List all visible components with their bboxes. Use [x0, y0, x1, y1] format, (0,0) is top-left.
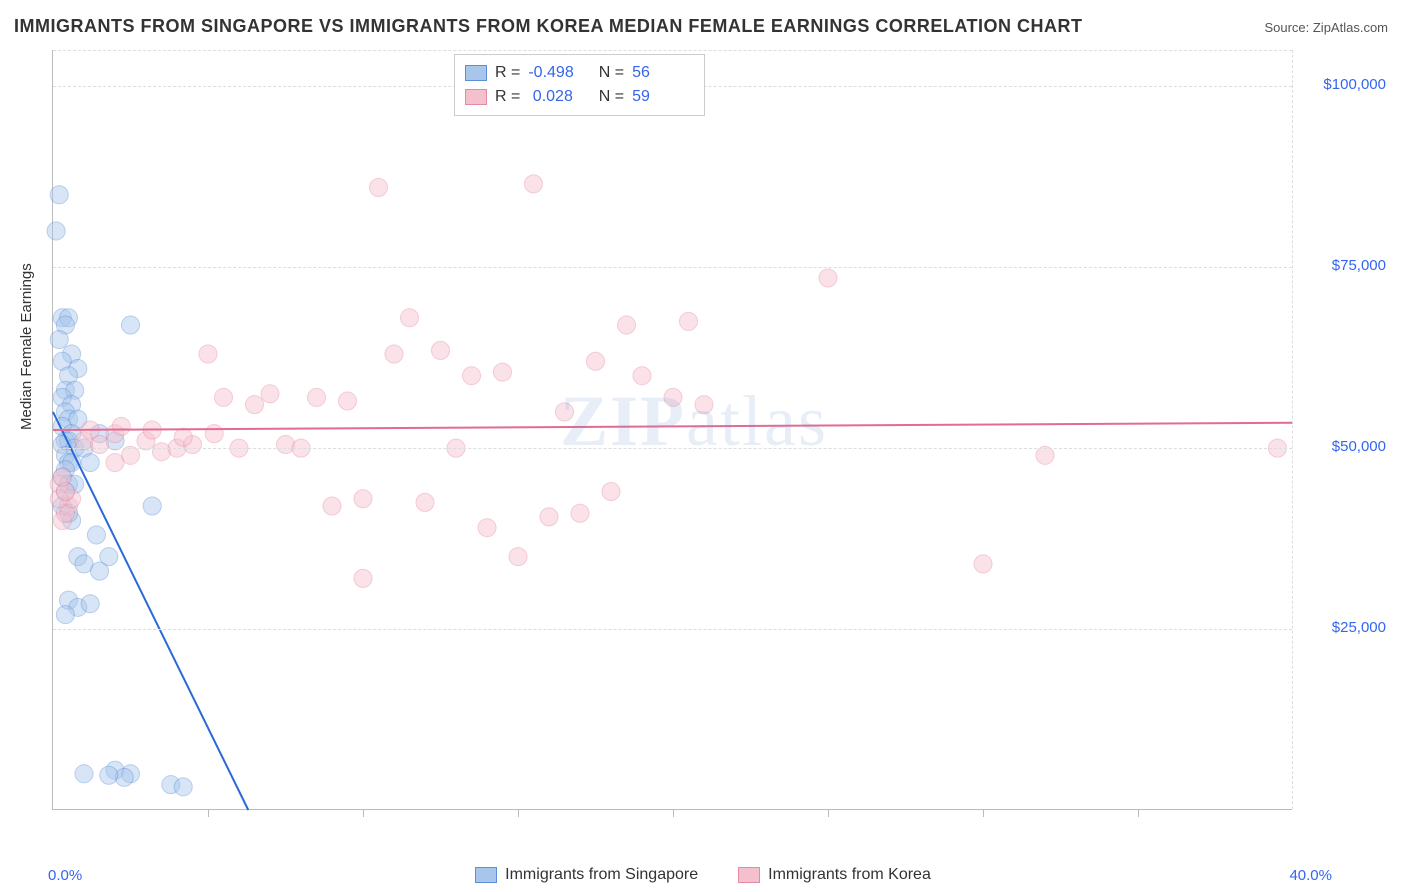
n-value-2: 59: [632, 85, 690, 109]
data-point: [246, 396, 264, 414]
stats-row-1: R = -0.498 N = 56: [465, 61, 690, 85]
data-point: [308, 388, 326, 406]
data-point: [416, 493, 434, 511]
data-point: [602, 483, 620, 501]
legend-item-singapore: Immigrants from Singapore: [475, 866, 698, 884]
data-point: [174, 428, 192, 446]
x-tick: [208, 809, 209, 817]
x-tick: [828, 809, 829, 817]
data-point: [695, 396, 713, 414]
data-point: [153, 443, 171, 461]
data-point: [106, 454, 124, 472]
gridline-h: [53, 448, 1292, 449]
n-value-1: 56: [632, 61, 690, 85]
stats-row-2: R = 0.028 N = 59: [465, 85, 690, 109]
data-point: [974, 555, 992, 573]
chart-svg: [53, 50, 1292, 809]
trend-line: [53, 423, 1293, 430]
data-point: [277, 435, 295, 453]
data-point: [354, 490, 372, 508]
data-point: [354, 569, 372, 587]
data-point: [633, 367, 651, 385]
data-point: [339, 392, 357, 410]
x-tick: [363, 809, 364, 817]
swatch-korea-bottom: [738, 867, 760, 883]
gridline-h: [53, 629, 1292, 630]
plot-area: [52, 50, 1292, 810]
data-point: [401, 309, 419, 327]
data-point: [525, 175, 543, 193]
x-tick: [518, 809, 519, 817]
data-point: [540, 508, 558, 526]
data-point: [370, 179, 388, 197]
data-point: [680, 312, 698, 330]
data-point: [91, 562, 109, 580]
data-point: [47, 222, 65, 240]
x-tick: [1138, 809, 1139, 817]
x-tick: [983, 809, 984, 817]
data-point: [509, 548, 527, 566]
data-point: [478, 519, 496, 537]
legend-label-singapore: Immigrants from Singapore: [505, 866, 698, 884]
data-point: [819, 269, 837, 287]
swatch-korea: [465, 89, 487, 105]
data-point: [571, 504, 589, 522]
y-tick-label: $100,000: [1323, 76, 1386, 93]
data-point: [50, 186, 68, 204]
data-point: [205, 425, 223, 443]
data-point: [50, 331, 68, 349]
swatch-singapore: [465, 65, 487, 81]
data-point: [215, 388, 233, 406]
n-label: N =: [594, 61, 624, 85]
data-point: [618, 316, 636, 334]
data-point: [75, 765, 93, 783]
x-min-label: 0.0%: [48, 867, 82, 884]
x-max-label: 40.0%: [1289, 867, 1332, 884]
y-tick-label: $50,000: [1332, 438, 1386, 455]
n-label: N =: [594, 85, 624, 109]
data-point: [261, 385, 279, 403]
chart-title: IMMIGRANTS FROM SINGAPORE VS IMMIGRANTS …: [14, 16, 1083, 37]
r-label: R =: [495, 61, 520, 85]
legend-item-korea: Immigrants from Korea: [738, 866, 931, 884]
data-point: [174, 778, 192, 796]
x-tick: [673, 809, 674, 817]
data-point: [53, 468, 71, 486]
data-point: [323, 497, 341, 515]
data-point: [81, 595, 99, 613]
r-value-2: 0.028: [528, 85, 586, 109]
data-point: [81, 454, 99, 472]
gridline-h-top: [53, 50, 1292, 51]
data-point: [87, 526, 105, 544]
y-tick-label: $25,000: [1332, 619, 1386, 636]
gridline-v-right: [1292, 50, 1293, 809]
r-value-1: -0.498: [528, 61, 586, 85]
data-point: [432, 341, 450, 359]
r-label: R =: [495, 85, 520, 109]
source-attribution: Source: ZipAtlas.com: [1264, 20, 1388, 35]
gridline-h: [53, 267, 1292, 268]
data-point: [463, 367, 481, 385]
data-point: [112, 417, 130, 435]
stats-legend: R = -0.498 N = 56 R = 0.028 N = 59: [454, 54, 705, 116]
data-point: [56, 606, 74, 624]
swatch-singapore-bottom: [475, 867, 497, 883]
data-point: [122, 316, 140, 334]
data-point: [587, 352, 605, 370]
data-point: [385, 345, 403, 363]
y-tick-label: $75,000: [1332, 257, 1386, 274]
legend-label-korea: Immigrants from Korea: [768, 866, 931, 884]
data-point: [143, 497, 161, 515]
data-point: [494, 363, 512, 381]
data-point: [664, 388, 682, 406]
data-point: [100, 766, 118, 784]
data-point: [199, 345, 217, 363]
y-axis-label: Median Female Earnings: [18, 263, 35, 430]
bottom-legend: Immigrants from Singapore Immigrants fro…: [0, 866, 1406, 884]
data-point: [556, 403, 574, 421]
